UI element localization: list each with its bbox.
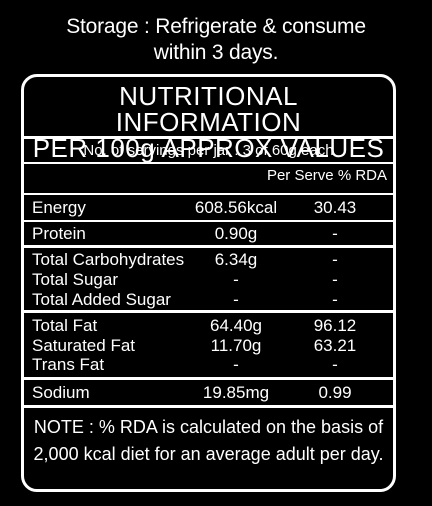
nutrient-name: Sodium — [32, 383, 90, 402]
table-group-carbohydrates: Total Carbohydrates 6.34g - Total Sugar … — [24, 248, 393, 313]
nutrient-rda: - — [332, 250, 338, 269]
table-group-fat: Total Fat 64.40g 96.12 Saturated Fat 11.… — [24, 313, 393, 380]
table-title: NUTRITIONAL INFORMATION PER 100g APPROX … — [24, 77, 393, 161]
nutrient-name: Saturated Fat — [32, 336, 136, 355]
nutrient-name: Energy — [32, 198, 86, 217]
nutrient-rda: 63.21 — [313, 336, 357, 355]
storage-line-2: within 3 days. — [153, 41, 279, 64]
per-serve-rda-header: Per Serve % RDA — [266, 167, 387, 184]
nutrient-value: 64.40g — [210, 316, 262, 335]
nutrient-rda: - — [332, 270, 338, 289]
nutrition-table: NUTRITIONAL INFORMATION PER 100g APPROX … — [21, 74, 396, 492]
nutrient-value: 0.90g — [214, 224, 258, 243]
table-row-sodium: Sodium 19.85mg 0.99 — [24, 380, 393, 408]
nutrient-rda: - — [332, 355, 338, 374]
nutrient-name: Total Carbohydrates — [32, 250, 185, 269]
column-header-row: Per Serve % RDA — [24, 164, 393, 195]
nutrient-rda: - — [332, 290, 338, 309]
nutrient-name: Trans Fat — [32, 355, 105, 374]
note-line-1: NOTE : % RDA is calculated on the basis … — [33, 417, 384, 437]
nutrient-rda: 0.99 — [318, 383, 352, 402]
nutrient-value: - — [233, 290, 239, 309]
nutrient-name: Total Sugar — [32, 270, 118, 289]
rda-note: NOTE : % RDA is calculated on the basis … — [24, 408, 393, 468]
table-row-energy: Energy 608.56kcal 30.43 — [24, 195, 393, 222]
nutrient-value: - — [233, 270, 239, 289]
nutrient-value: 11.70g — [210, 336, 262, 355]
nutrient-value: 19.85mg — [202, 383, 270, 402]
storage-line-1: Storage : Refrigerate & consume — [66, 15, 366, 38]
table-row-protein: Protein 0.90g - — [24, 222, 393, 248]
nutrient-name: Protein — [32, 224, 86, 243]
note-line-2: 2,000 kcal diet for an average adult per… — [33, 444, 384, 464]
title-line-1: NUTRITIONAL INFORMATION — [115, 81, 302, 137]
nutrient-value: 6.34g — [214, 250, 258, 269]
nutrient-rda: - — [332, 224, 338, 243]
storage-instructions: Storage : Refrigerate & consume within 3… — [0, 14, 432, 66]
nutrient-rda: 96.12 — [313, 316, 357, 335]
nutrient-value: - — [233, 355, 239, 374]
nutrient-name: Total Added Sugar — [32, 290, 171, 309]
nutrient-name: Total Fat — [32, 316, 98, 335]
nutrient-value: 608.56kcal — [194, 198, 278, 217]
nutrient-rda: 30.43 — [313, 198, 357, 217]
servings-row: No. of servings per jar : 3 of 60g each — [24, 139, 393, 164]
title-line-2: PER 100g APPROX VALUES — [32, 133, 385, 163]
